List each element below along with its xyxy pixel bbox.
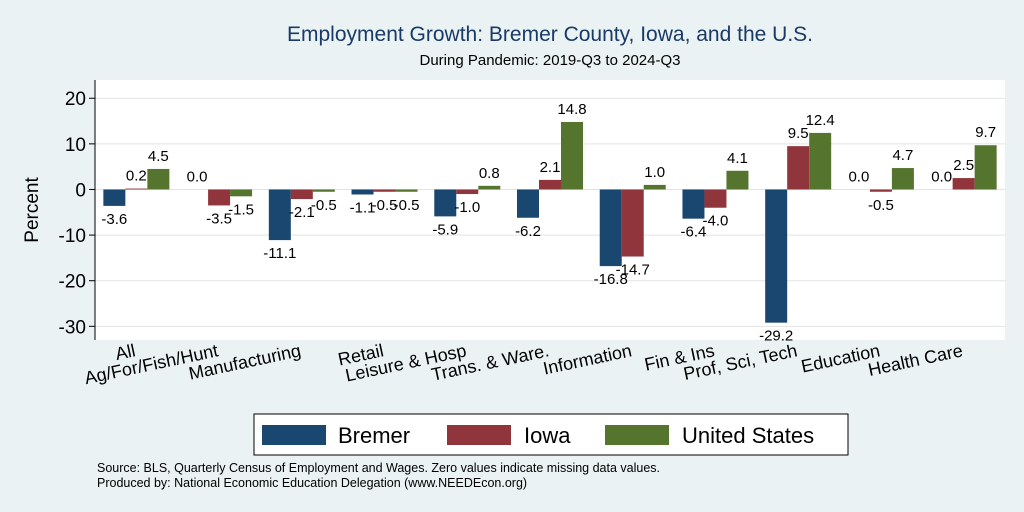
bar-united-states-trans-ware (561, 121, 583, 190)
data-label-bremer-leisure-hosp: -5.9 (432, 221, 458, 238)
bar-bremer-manufacturing (268, 189, 291, 241)
produced-note: Produced by: National Economic Education… (97, 476, 527, 490)
bar-bremer-all (103, 189, 126, 206)
bar-bremer-trans-ware (517, 189, 539, 218)
y-axis-label: Percent (22, 177, 43, 243)
data-label-bremer-retail: -1.1 (350, 199, 376, 216)
data-label-united-states-information: 1.0 (644, 164, 665, 181)
y-tick-label: -20 (59, 272, 86, 293)
bar-united-states-all (147, 168, 170, 190)
bar-iowa-ag-for-fish-hunt (208, 189, 231, 206)
bar-iowa-retail (373, 189, 396, 192)
bar-iowa-education (869, 189, 892, 192)
data-label-united-states-retail: -0.5 (394, 197, 420, 214)
bar-united-states-retail (395, 189, 418, 192)
y-tick-label: 20 (65, 89, 86, 110)
data-label-iowa-trans-ware: 2.1 (540, 159, 561, 176)
y-tick-label: 0 (75, 180, 86, 201)
bar-bremer-fin-ins (682, 189, 705, 219)
data-label-bremer-information: -16.8 (594, 271, 628, 288)
data-label-iowa-information: -14.7 (616, 262, 650, 279)
bar-united-states-fin-ins (726, 170, 749, 190)
legend-swatch-bremer (262, 425, 326, 445)
data-label-bremer-manufacturing: -11.1 (263, 245, 296, 262)
bar-iowa-leisure-hosp (456, 189, 479, 195)
y-tick-label: -10 (59, 226, 86, 247)
legend: Bremer Iowa United States (253, 413, 849, 456)
bar-united-states-leisure-hosp (478, 185, 501, 190)
legend-label-iowa: Iowa (524, 423, 571, 448)
legend-swatch-iowa (447, 425, 511, 445)
legend-swatch-united-states (605, 425, 669, 445)
bar-iowa-prof-sci-tech (787, 146, 810, 190)
legend-label-united-states: United States (682, 423, 814, 448)
data-label-bremer-health-care: 0.0 (931, 168, 952, 185)
bar-bremer-retail (351, 189, 374, 195)
data-label-united-states-ag-for-fish-hunt: -1.5 (228, 201, 254, 218)
data-label-iowa-education: -0.5 (868, 197, 894, 214)
data-label-iowa-ag-for-fish-hunt: -3.5 (206, 210, 232, 227)
data-label-united-states-trans-ware: 14.8 (557, 101, 586, 118)
bar-united-states-education (891, 168, 914, 190)
data-label-bremer-trans-ware: -6.2 (515, 223, 541, 240)
data-label-iowa-fin-ins: -4.0 (703, 213, 729, 230)
chart-subtitle: During Pandemic: 2019-Q3 to 2024-Q3 (420, 52, 681, 69)
y-tick-label: 10 (65, 135, 86, 156)
bar-iowa-all (125, 188, 148, 190)
x-category-label-information: Information (541, 340, 633, 378)
legend-box (253, 413, 849, 456)
chart-title: Employment Growth: Bremer County, Iowa, … (287, 23, 813, 46)
data-label-united-states-leisure-hosp: 0.8 (479, 165, 500, 182)
data-label-bremer-ag-for-fish-hunt: 0.0 (187, 168, 208, 185)
bar-iowa-trans-ware (539, 179, 561, 190)
data-label-iowa-leisure-hosp: -1.0 (454, 199, 480, 216)
data-label-bremer-education: 0.0 (848, 168, 869, 185)
bar-united-states-manufacturing (312, 189, 335, 192)
bar-united-states-prof-sci-tech (809, 132, 832, 190)
bar-iowa-manufacturing (290, 189, 313, 200)
bar-united-states-ag-for-fish-hunt (230, 189, 253, 197)
data-label-iowa-health-care: 2.5 (953, 157, 974, 174)
x-category-label-health-care: Health Care (866, 340, 964, 380)
data-label-bremer-all: -3.6 (101, 211, 127, 228)
data-label-united-states-education: 4.7 (892, 147, 913, 164)
data-label-united-states-manufacturing: -0.5 (311, 197, 337, 214)
data-label-united-states-all: 4.5 (148, 148, 169, 165)
data-label-iowa-all: 0.2 (126, 168, 147, 185)
data-label-united-states-prof-sci-tech: 12.4 (806, 112, 835, 129)
data-label-iowa-prof-sci-tech: 9.5 (788, 125, 809, 142)
legend-label-bremer: Bremer (338, 423, 410, 448)
data-label-bremer-fin-ins: -6.4 (681, 224, 707, 241)
bar-iowa-health-care (952, 178, 975, 190)
bar-iowa-fin-ins (704, 189, 727, 208)
bar-bremer-information (599, 189, 622, 267)
data-label-iowa-manufacturing: -2.1 (289, 204, 315, 221)
data-label-united-states-health-care: 9.7 (975, 124, 996, 141)
bar-united-states-health-care (974, 145, 997, 190)
data-label-bremer-prof-sci-tech: -29.2 (759, 328, 793, 345)
bar-bremer-prof-sci-tech (765, 189, 788, 323)
data-label-united-states-fin-ins: 4.1 (727, 150, 748, 167)
bar-iowa-information (621, 189, 644, 257)
x-category-label-all: All (113, 340, 137, 364)
bar-united-states-information (643, 184, 666, 190)
data-label-iowa-retail: -0.5 (372, 197, 398, 214)
source-note: Source: BLS, Quarterly Census of Employm… (97, 461, 660, 475)
bar-bremer-leisure-hosp (434, 189, 457, 217)
plot-area (95, 80, 1005, 340)
y-tick-label: -30 (59, 317, 86, 338)
